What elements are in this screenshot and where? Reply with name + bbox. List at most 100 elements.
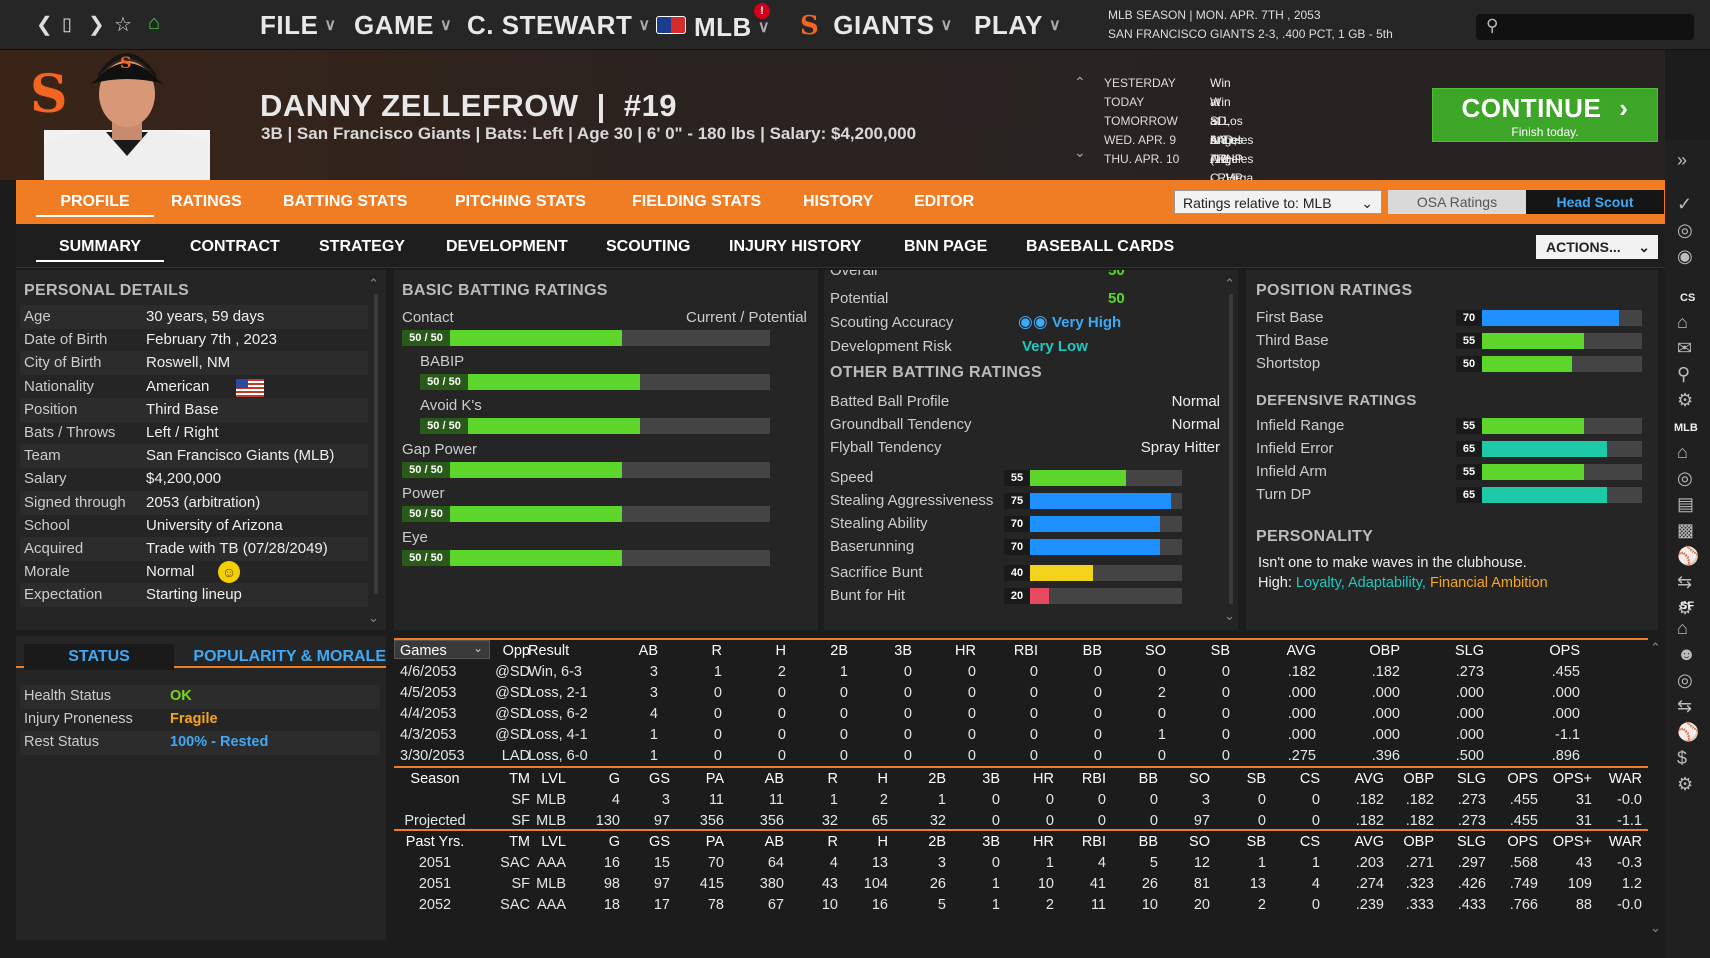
home-icon[interactable]: ⌂ <box>1677 618 1688 638</box>
scroll-down-icon[interactable]: ⌄ <box>1224 608 1235 623</box>
users-icon[interactable]: ☻ <box>1677 644 1696 664</box>
tab-contract[interactable]: CONTRACT <box>190 238 280 255</box>
menu-file[interactable]: FILE ∨ <box>260 10 337 41</box>
exchange-icon[interactable]: ⇆ <box>1677 696 1693 716</box>
chevron-down-icon: ∨ <box>638 17 651 34</box>
chevron-down-icon[interactable]: ⌄ <box>1074 144 1086 160</box>
collapse-icon[interactable]: » <box>1677 150 1688 170</box>
table-cell: 4/4/2053 <box>400 706 457 722</box>
gear-icon[interactable]: ⚙ <box>1677 774 1694 794</box>
rating-badge: 50 / 50 <box>402 506 450 522</box>
back-icon[interactable]: ❮ <box>36 14 53 36</box>
rating-badge: 50 / 50 <box>402 330 450 346</box>
continue-button[interactable]: CONTINUE › Finish today. <box>1432 88 1658 142</box>
table-row[interactable]: 4/6/2053 @SD Win, 6-3 3 1 2 1 0 0 0 0 0 0 .182 .182 .27… <box>394 661 1648 684</box>
chart-icon[interactable]: ▩ <box>1677 520 1695 540</box>
tab-ratings[interactable]: RATINGS <box>171 193 242 210</box>
table-row[interactable]: 2051 SF MLB 98 97 415 380 43 104 26 1 10 41 26 81 13 4 .2… <box>394 873 1648 896</box>
star-icon[interactable]: ☆ <box>114 14 132 36</box>
schedule-info: Win at LAD, 7-2 <box>1210 95 1237 166</box>
table-cell: GS <box>649 834 670 850</box>
gear-icon[interactable]: ⚙ <box>1677 390 1694 410</box>
tab-popularity-morale[interactable]: POPULARITY & MORALE <box>186 644 386 670</box>
table-cell: SLG <box>1456 771 1486 787</box>
table-cell: 0 <box>1045 813 1054 829</box>
rating-bar-fill <box>420 418 640 434</box>
globe-icon[interactable]: ◎ <box>1677 220 1693 240</box>
scroll-down-icon[interactable]: ⌄ <box>368 610 379 625</box>
menu-game[interactable]: GAME ∨ <box>354 10 452 41</box>
table-row[interactable]: 2052 SAC AAA 18 17 78 67 10 16 5 1 2 11 10 20 2 0.239.33… <box>394 894 1648 917</box>
ratings-relative-select[interactable]: Ratings relative to: MLB ⌄ <box>1174 190 1382 214</box>
scrollbar[interactable] <box>1229 294 1233 604</box>
search-input[interactable]: ⚲ <box>1476 14 1694 40</box>
tab-bnn-page[interactable]: BNN PAGE <box>904 238 988 255</box>
tab-summary[interactable]: SUMMARY <box>36 238 164 262</box>
tab-batting-stats[interactable]: BATTING STATS <box>283 193 408 210</box>
detail-value: $4,200,000 <box>146 470 222 488</box>
home-icon[interactable]: ⌂ <box>1677 442 1688 462</box>
table-row[interactable]: 4/5/2053 @SD Loss, 2-1 3 0 0 0 0 0 0 0 2 0 .000 .000 .0… <box>394 682 1648 705</box>
baseball-icon[interactable]: ⚾ <box>1677 722 1700 742</box>
table-row[interactable]: 4/4/2053 @SD Loss, 6-2 4 0 0 0 0 0 0 0 0 0 .000 .000 .0… <box>394 703 1648 726</box>
table-cell: 2 <box>879 792 888 808</box>
menu-giants[interactable]: S GIANTS ∨ <box>800 10 953 41</box>
chevron-down-icon: ⌄ <box>472 641 483 655</box>
tab-history[interactable]: HISTORY <box>803 193 874 210</box>
table-row[interactable]: SF MLB 4 3 11 11 1 2 1 0 0 0 0 3 0 0.182.182.273.455 31-… <box>394 789 1648 812</box>
tab-development[interactable]: DEVELOPMENT <box>446 238 568 255</box>
tab-strategy[interactable]: STRATEGY <box>319 238 405 255</box>
table-cell: AVG <box>1354 771 1384 787</box>
tab-pitching-stats[interactable]: PITCHING STATS <box>455 193 586 210</box>
table-row[interactable]: 3/30/2053 LAD Loss, 6-0 1 0 0 0 0 0 0 0 0 0 .275 .396.… <box>394 745 1648 768</box>
mail-icon[interactable]: ✉ <box>1677 338 1693 358</box>
table-cell: PA <box>705 771 724 787</box>
table-row[interactable]: 2051 SAC AAA 16 15 70 64 4 13 3 0 1 4 5 12 1 1 .203 .271 .2… <box>394 852 1648 875</box>
exchange-icon[interactable]: ⇆ <box>1677 572 1693 592</box>
home-icon[interactable]: ⌂ <box>1677 312 1688 332</box>
menu-manager[interactable]: C. STEWART ∨ <box>467 10 651 41</box>
gear-icon[interactable]: ⚙ <box>1677 598 1694 618</box>
scrollbar[interactable] <box>374 294 378 594</box>
tab-status[interactable]: STATUS <box>24 644 174 670</box>
table-row[interactable]: Projected SF MLB 130 97 356 356 32 65 32 0 0 0 0 97 0 0.… <box>394 810 1648 833</box>
search-icon[interactable]: ⚲ <box>1677 364 1691 384</box>
scroll-down-icon[interactable]: ⌄ <box>1650 920 1661 935</box>
lightbulb-icon[interactable]: ◉ <box>1677 246 1693 266</box>
scroll-up-icon[interactable]: ⌃ <box>1224 276 1235 291</box>
actions-button[interactable]: ACTIONS... ⌄ <box>1536 235 1658 259</box>
table-cell: 0 <box>1157 706 1166 722</box>
menu-mlb[interactable]: MLB ∨ <box>656 12 770 43</box>
page-icon[interactable]: ▯ <box>62 14 72 34</box>
table-cell: 0 <box>903 727 912 743</box>
tab-popularity-label: POPULARITY & MORALE <box>193 648 386 665</box>
tab-fielding-stats[interactable]: FIELDING STATS <box>632 193 762 210</box>
osa-ratings-button[interactable]: OSA Ratings <box>1388 190 1526 214</box>
tab-baseball-cards[interactable]: BASEBALL CARDS <box>1026 238 1175 255</box>
tab-scouting[interactable]: SCOUTING <box>606 238 691 255</box>
menu-play[interactable]: PLAY ∨ <box>974 10 1061 41</box>
forward-icon[interactable]: ❯ <box>88 14 105 36</box>
tab-injury-history[interactable]: INJURY HISTORY <box>729 238 862 255</box>
location-icon[interactable]: ◎ <box>1677 468 1693 488</box>
tab-editor[interactable]: EDITOR <box>914 193 975 210</box>
scroll-up-icon[interactable]: ⌃ <box>1650 640 1661 655</box>
table-cell: OPS <box>1507 771 1538 787</box>
games-select[interactable]: ⌄ <box>394 640 490 659</box>
dollar-icon[interactable]: $ <box>1677 748 1688 768</box>
check-icon[interactable]: ✓ <box>1677 194 1693 214</box>
scroll-up-icon[interactable]: ⌃ <box>368 276 379 291</box>
news-icon[interactable]: ▤ <box>1677 494 1695 514</box>
tab-profile[interactable]: PROFILE <box>36 193 154 217</box>
table-cell: -1.1 <box>1555 727 1580 743</box>
table-row[interactable]: 4/3/2053 @SD Loss, 4-1 1 0 0 0 0 0 0 0 1 0 .000 .000 .0… <box>394 724 1648 747</box>
table-cell: 88 <box>1575 897 1592 913</box>
baseball-icon[interactable]: ⚾ <box>1677 546 1700 566</box>
high-label: High: <box>1258 575 1296 591</box>
location-icon[interactable]: ◎ <box>1677 670 1693 690</box>
detail-value: San Francisco Giants (MLB) <box>146 447 335 465</box>
head-scout-button[interactable]: Head Scout <box>1526 190 1664 214</box>
chevron-up-icon[interactable]: ⌃ <box>1074 74 1086 90</box>
table-cell: 1 <box>1311 855 1320 871</box>
home-icon[interactable]: ⌂ <box>148 12 161 34</box>
